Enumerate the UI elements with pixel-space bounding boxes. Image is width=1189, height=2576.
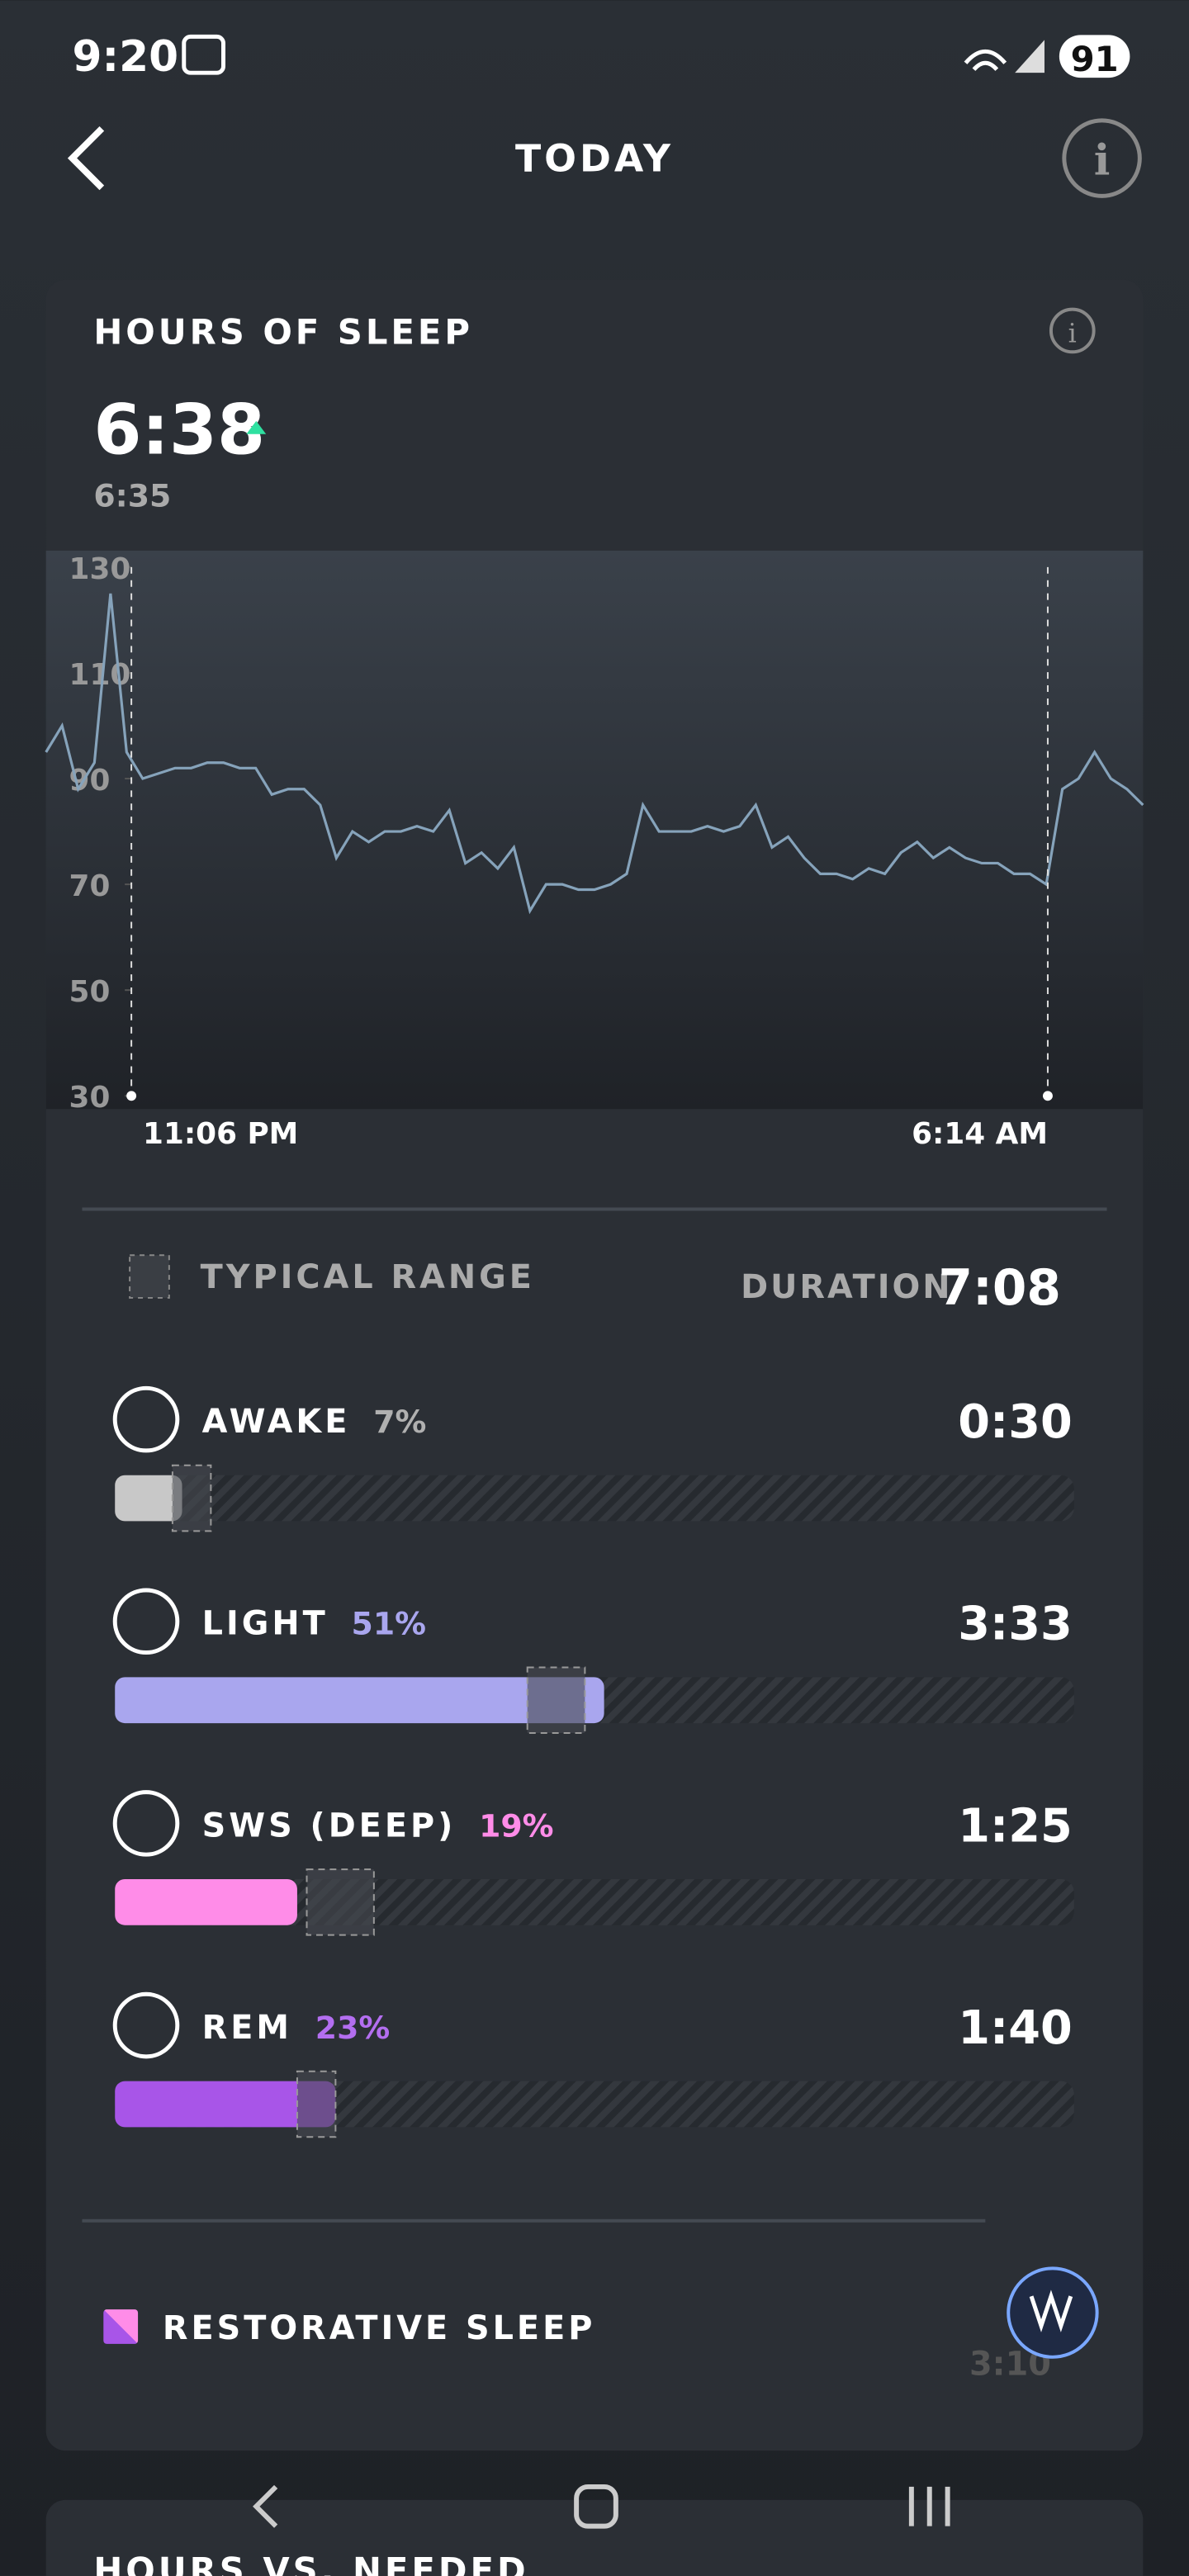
stage-name: REM — [202, 2009, 292, 2047]
next-card — [45, 2499, 1144, 2576]
wifi-icon — [964, 50, 1007, 71]
stage-percent: 23% — [315, 2010, 390, 2046]
stage-icon — [112, 1991, 180, 2059]
stage-bar — [115, 1677, 604, 1724]
legend-label: TYPICAL RANGE — [201, 1258, 535, 1296]
stage-percent: 19% — [479, 1807, 553, 1844]
y-tick-label: 30 — [69, 1081, 111, 1115]
hr-line — [45, 593, 1144, 915]
stage-bar — [115, 2081, 336, 2128]
legend-swatch — [129, 1254, 170, 1299]
stage-track — [115, 2081, 1074, 2128]
next-card-title: HOURS VS. NEEDED — [93, 2550, 528, 2576]
chart-area — [45, 550, 1144, 1110]
stage-track — [115, 1475, 1074, 1522]
stage-name: AWAKE — [202, 1403, 351, 1441]
nav-back[interactable] — [253, 2484, 278, 2528]
end-time: 6:14 AM — [912, 1117, 1048, 1151]
restorative-label: RESTORATIVE SLEEP — [163, 2309, 595, 2347]
typical-range — [296, 2070, 337, 2138]
stage-name: SWS (DEEP) — [202, 1807, 457, 1844]
battery-pill — [1059, 35, 1130, 78]
stages: AWAKE 7% 0:30 LIGHT 51% 3:33 SWS (DEEP) 19% 1:25… — [112, 1385, 1074, 2138]
header-title: TODAY — [515, 137, 674, 181]
nav-recents[interactable] — [908, 2486, 950, 2526]
typical-range — [526, 1666, 586, 1734]
sleep-previous: 6:35 — [93, 477, 171, 514]
y-tick-label: 110 — [69, 658, 131, 692]
stage-time: 3:33 — [958, 1598, 1073, 1651]
stage-icon — [112, 1385, 180, 1453]
card-info-icon: i — [1068, 317, 1077, 348]
info-icon: i — [1094, 135, 1111, 185]
duration-value: 7:08 — [938, 1260, 1060, 1317]
stage-time: 1:25 — [958, 1799, 1073, 1853]
start-time: 11:06 PM — [143, 1117, 298, 1151]
info-button[interactable] — [1062, 118, 1142, 198]
stage-time: 0:30 — [958, 1395, 1073, 1449]
status-time: 9:20 — [73, 32, 179, 82]
whoop-logo — [1029, 2290, 1073, 2332]
typical-range — [306, 1868, 375, 1936]
back-button[interactable] — [67, 125, 105, 191]
trend-up — [246, 420, 267, 434]
duration-label: DURATION — [741, 1268, 952, 1306]
screenshot-icon — [182, 34, 225, 75]
stage-time: 1:40 — [958, 2001, 1073, 2055]
stage-bar — [115, 1475, 182, 1522]
battery-level: 91 — [1071, 39, 1119, 79]
stage-icon — [112, 1588, 180, 1655]
stage-bar — [115, 1879, 297, 1925]
y-tick-label: 70 — [69, 869, 111, 903]
nav-home[interactable] — [574, 2484, 618, 2529]
stage-name: LIGHT — [202, 1605, 329, 1643]
card-title: HOURS OF SLEEP — [93, 311, 473, 352]
y-tick-label: 130 — [69, 552, 131, 586]
sleep-start-dot — [126, 1091, 137, 1101]
stage-icon — [112, 1790, 180, 1857]
stage-percent: 7% — [373, 1404, 426, 1440]
restorative-swatch — [103, 2309, 139, 2344]
y-tick-label: 50 — [69, 975, 111, 1009]
typical-range — [171, 1464, 212, 1532]
sleep-end-dot — [1042, 1091, 1053, 1101]
sleep-hours: 6:38 — [93, 390, 265, 471]
whoop-button[interactable] — [1007, 2266, 1099, 2359]
stage-percent: 51% — [352, 1606, 426, 1642]
card-info[interactable] — [1049, 307, 1096, 354]
